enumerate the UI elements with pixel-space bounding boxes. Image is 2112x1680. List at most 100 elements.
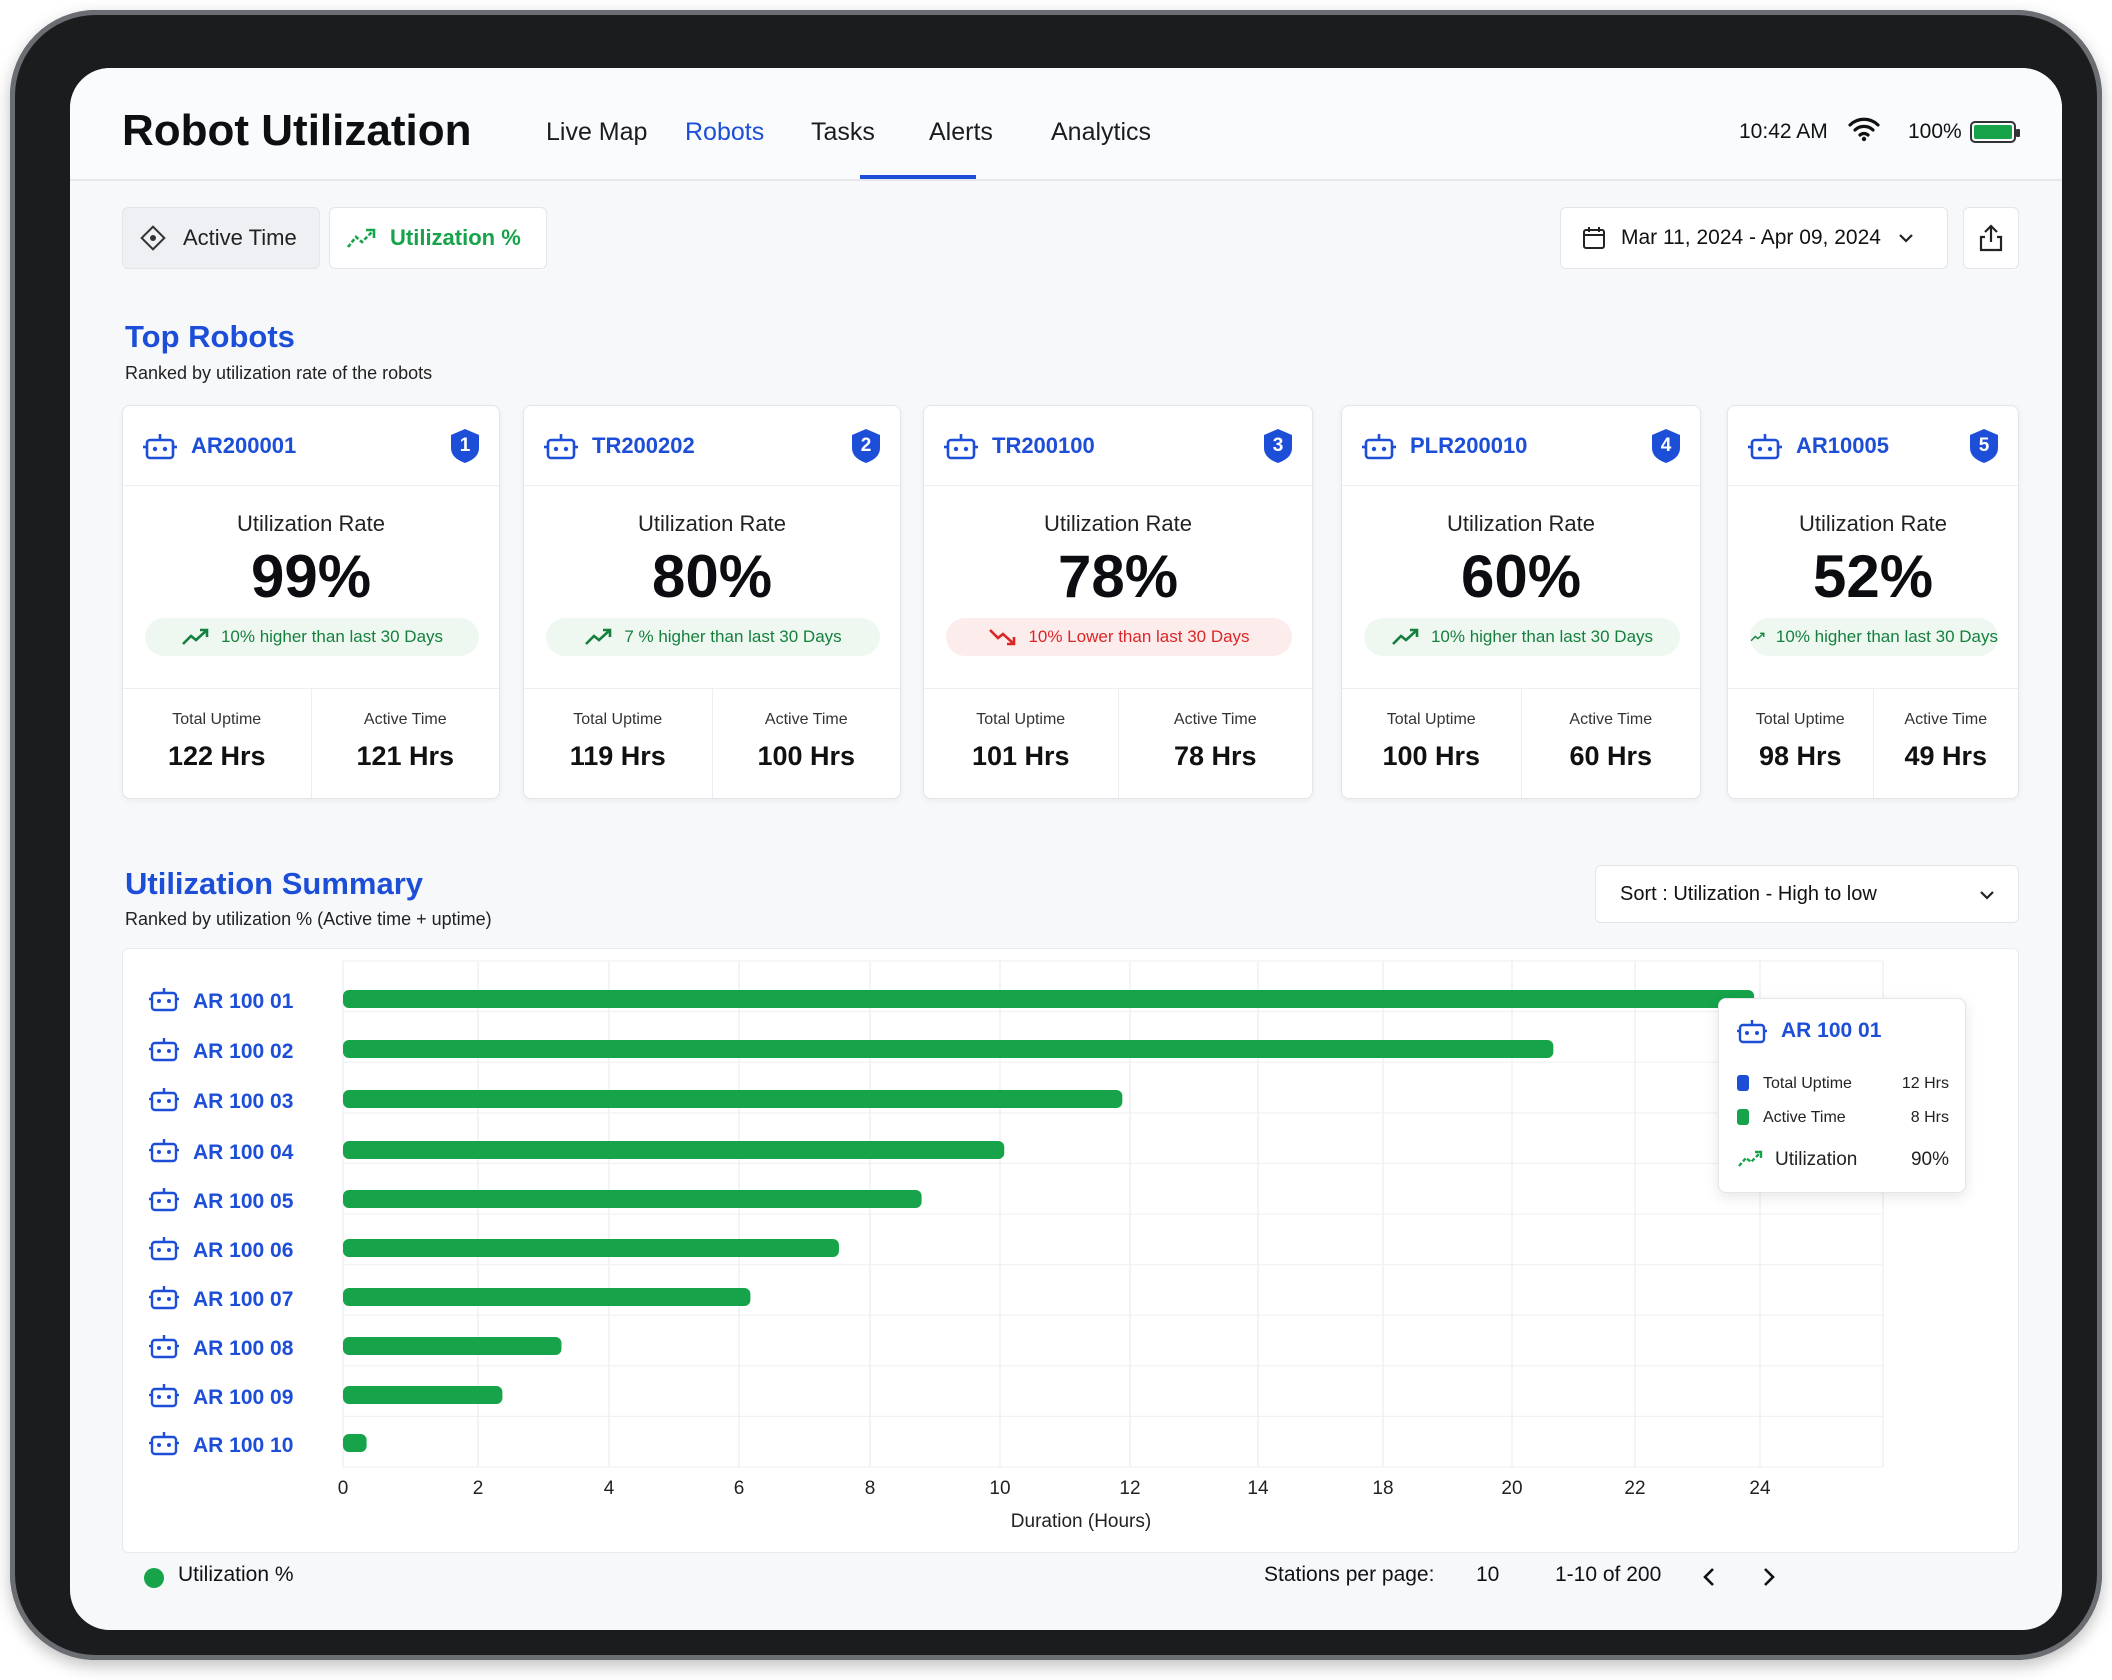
tablet-frame: Robot Utilization Live Map Robots Tasks … <box>10 10 2102 1660</box>
trend-text: 10% higher than last 30 Days <box>220 627 444 646</box>
total-uptime-label: Total Uptime <box>1755 711 1845 728</box>
trend-up-icon <box>585 628 612 645</box>
trend-badge: 10% higher than last 30 Days <box>1364 618 1680 656</box>
robot-stats: Total Uptime 100 Hrs Active Time 60 Hrs <box>1342 688 1700 798</box>
robot-icon-wrap <box>944 431 978 461</box>
robot-icon <box>143 433 177 459</box>
nav-alerts[interactable]: Alerts <box>929 118 993 146</box>
nav-robots[interactable]: Robots <box>685 118 765 146</box>
robot-card[interactable]: AR10005 5 Utilization Rate 52% 10% highe… <box>1727 405 2019 799</box>
tooltip-utilization-label: Utilization <box>1775 1149 1858 1170</box>
total-uptime-value: 101 Hrs <box>971 741 1070 771</box>
robot-icon <box>149 1188 179 1212</box>
rank-badge: 3 <box>1262 428 1294 464</box>
category-label: AR 100 07 <box>193 1288 293 1311</box>
trend-text: 10% higher than last 30 Days <box>1775 627 1998 646</box>
legend-swatch <box>144 1568 164 1588</box>
total-uptime-value: 122 Hrs <box>167 741 266 771</box>
robot-card[interactable]: AR200001 1 Utilization Rate 99% 10% high… <box>122 405 500 799</box>
shield-icon <box>451 429 479 463</box>
tooltip-robot-id: AR 100 01 <box>1781 1019 1882 1042</box>
robot-card-header: TR200202 2 <box>524 406 900 486</box>
nav-analytics[interactable]: Analytics <box>1051 118 1152 146</box>
wifi-icon <box>1848 117 1880 142</box>
robot-card[interactable]: TR200202 2 Utilization Rate 80% 7 % high… <box>523 405 901 799</box>
utilization-rate-value: 78% <box>1057 543 1179 610</box>
top-robots-title: Top Robots <box>125 319 295 354</box>
x-tick-label: 12 <box>1119 1478 1140 1499</box>
robot-icon <box>149 1237 179 1261</box>
robot-stats: Total Uptime 119 Hrs Active Time 100 Hrs <box>524 688 900 798</box>
robot-card[interactable]: TR200100 3 Utilization Rate 78% 10% Lowe… <box>923 405 1313 799</box>
active-tab-indicator <box>860 175 976 179</box>
tooltip-uptime-value: 12 Hrs <box>1901 1075 1949 1092</box>
trend-badge: 7 % higher than last 30 Days <box>546 618 880 656</box>
x-axis-label: Duration (Hours) <box>1011 1511 1151 1532</box>
nav-live-map[interactable]: Live Map <box>546 118 648 146</box>
utilization-bar <box>343 1386 503 1404</box>
shield-icon <box>852 429 880 463</box>
sort-dropdown-label: Sort : Utilization - High to low <box>1620 882 1877 905</box>
tooltip-utilization-value: 90% <box>1910 1149 1949 1170</box>
utilization-bar <box>343 1090 1123 1108</box>
per-page-select[interactable]: 10 <box>1476 1563 1500 1586</box>
robot-card[interactable]: PLR200010 4 Utilization Rate 60% 10% hig… <box>1341 405 1701 799</box>
x-tick-label: 8 <box>865 1478 876 1499</box>
x-tick-label: 4 <box>604 1478 615 1499</box>
utilization-chart-panel: AR 100 01 AR 100 02 AR 100 03 AR 100 04 AR 1… <box>122 948 2019 1553</box>
robot-id: PLR200010 <box>1410 432 1528 458</box>
category-label: AR 100 03 <box>193 1090 293 1113</box>
x-tick-label: 0 <box>338 1478 349 1499</box>
tooltip-uptime-label: Total Uptime <box>1763 1075 1852 1092</box>
tooltip-utilization-row: Utilization 90% <box>1737 1149 1949 1171</box>
rank-badge: 2 <box>850 428 882 464</box>
chevron-right-icon[interactable] <box>1758 1565 1778 1589</box>
total-uptime-stat: Total Uptime 101 Hrs <box>924 689 1118 798</box>
utilization-rate-label: Utilization Rate <box>237 511 385 536</box>
chevron-left-icon[interactable] <box>1700 1565 1720 1589</box>
category-label: AR 100 08 <box>193 1337 294 1360</box>
total-uptime-label: Total Uptime <box>1386 711 1476 728</box>
rank-badge: 5 <box>1968 428 2000 464</box>
robot-id: TR200100 <box>992 432 1095 458</box>
utilization-bar <box>343 990 1755 1008</box>
trend-up-icon <box>1750 632 1765 642</box>
export-button[interactable] <box>1963 207 2019 269</box>
robot-icon <box>149 1038 179 1062</box>
chart-tooltip: AR 100 01 Total Uptime 12 Hrs Active Tim… <box>1718 998 1966 1193</box>
tooltip-active-label: Active Time <box>1763 1109 1846 1126</box>
utilization-rate-label: Utilization Rate <box>1447 511 1595 536</box>
date-range-picker[interactable]: Mar 11, 2024 - Apr 09, 2024 <box>1560 207 1948 269</box>
utilization-rate-label: Utilization Rate <box>638 511 786 536</box>
trend-text: 10% Lower than last 30 Days <box>1028 627 1250 646</box>
sort-dropdown[interactable]: Sort : Utilization - High to low <box>1595 865 2019 923</box>
nav-tasks[interactable]: Tasks <box>811 118 875 146</box>
active-time-stat: Active Time 60 Hrs <box>1520 689 1701 798</box>
robot-icon <box>149 1088 179 1112</box>
x-tick-label: 10 <box>989 1478 1010 1499</box>
robot-icon <box>944 433 978 459</box>
trend-badge: 10% higher than last 30 Days <box>145 618 479 656</box>
robot-icon <box>1748 433 1782 459</box>
robot-icon-wrap <box>544 431 578 461</box>
robot-icon <box>1737 1020 1767 1044</box>
tab-active-time[interactable]: Active Time <box>122 207 320 269</box>
x-tick-label: 22 <box>1624 1478 1645 1499</box>
category-label: AR 100 04 <box>193 1141 294 1164</box>
robot-stats: Total Uptime 122 Hrs Active Time 121 Hrs <box>123 688 499 798</box>
tab-utilization[interactable]: Utilization % <box>329 207 547 269</box>
date-range-value: Mar 11, 2024 - Apr 09, 2024 <box>1621 226 1881 249</box>
page-title: Robot Utilization <box>122 106 472 155</box>
robot-icon <box>149 1432 179 1456</box>
rank-number: 3 <box>1272 435 1284 456</box>
robot-card-header: AR10005 5 <box>1728 406 2018 486</box>
robot-icon-wrap <box>1362 431 1396 461</box>
active-time-label: Active Time <box>1569 711 1653 728</box>
legend-label: Utilization % <box>178 1563 294 1586</box>
app-screen: Robot Utilization Live Map Robots Tasks … <box>70 68 2062 1630</box>
active-time-stat: Active Time 49 Hrs <box>1872 689 2019 798</box>
top-robots-subtitle: Ranked by utilization rate of the robots <box>125 363 433 383</box>
total-uptime-stat: Total Uptime 122 Hrs <box>123 689 311 798</box>
robot-id: AR10005 <box>1796 432 1889 458</box>
rank-number: 2 <box>860 435 872 456</box>
